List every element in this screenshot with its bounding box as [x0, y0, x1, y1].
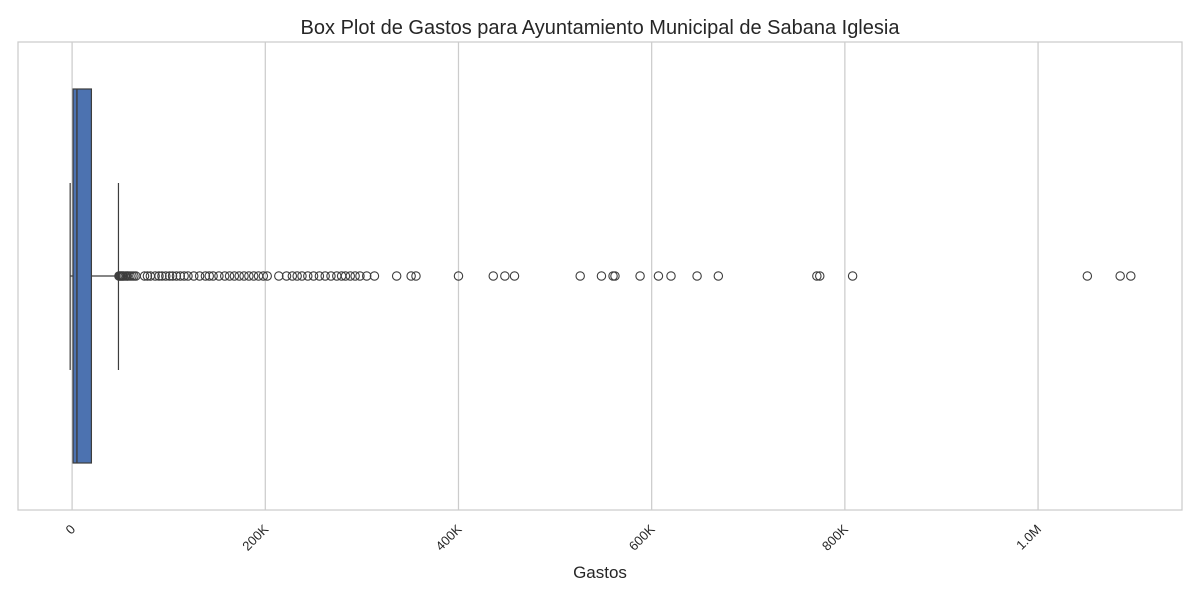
outlier-point — [1115, 271, 1125, 281]
outlier-point — [139, 271, 150, 281]
outlier-point — [194, 271, 205, 281]
outlier-point — [167, 271, 178, 281]
outlier-point — [345, 271, 356, 281]
outlier-point — [575, 271, 585, 281]
outlier-point — [713, 271, 724, 281]
outlier-point — [219, 271, 230, 281]
outlier-point — [815, 271, 825, 281]
x-tick-label: 400K — [433, 521, 465, 553]
outlier-point — [812, 271, 822, 281]
grid-lines — [71, 42, 1039, 510]
outlier-point — [596, 271, 607, 281]
outlier-point — [500, 271, 510, 281]
x-tick-label: 600K — [626, 521, 658, 553]
outlier-point — [281, 271, 292, 281]
outlier-point — [292, 271, 302, 281]
outlier-point — [171, 271, 182, 281]
outlier-point — [234, 271, 244, 281]
outlier-point — [189, 271, 199, 281]
x-tick-label: 800K — [819, 521, 851, 553]
outlier-point — [453, 271, 464, 281]
outlier-point — [200, 271, 211, 281]
outlier-point — [297, 271, 307, 281]
outlier-points — [114, 271, 1136, 281]
outlier-point — [653, 271, 664, 281]
outlier-point — [239, 271, 249, 281]
outlier-point — [248, 271, 259, 281]
outlier-point — [1082, 271, 1093, 281]
outlier-point — [369, 271, 380, 281]
outlier-point — [847, 271, 858, 281]
outlier-point — [224, 271, 235, 281]
outlier-point — [406, 271, 416, 281]
outlier-point — [509, 271, 520, 281]
outlier-point — [161, 271, 171, 281]
outlier-point — [154, 271, 164, 281]
outlier-point — [308, 271, 319, 281]
outlier-point — [214, 271, 224, 281]
outlier-point — [274, 271, 284, 281]
outlier-point — [635, 271, 645, 281]
outlier-point — [1126, 271, 1136, 281]
outlier-point — [326, 271, 336, 281]
outlier-point — [164, 271, 175, 281]
outlier-point — [179, 271, 189, 281]
outlier-point — [287, 271, 298, 281]
outlier-point — [244, 271, 254, 281]
iqr-box — [72, 88, 93, 464]
outlier-point — [142, 271, 153, 281]
outlier-point — [262, 271, 272, 281]
outlier-point — [350, 271, 360, 281]
outlier-point — [666, 271, 676, 281]
x-tick-label: 200K — [239, 521, 271, 553]
outlier-point — [411, 271, 421, 281]
x-tick-label: 0 — [62, 522, 78, 538]
outlier-point — [208, 271, 218, 281]
outlier-point — [183, 271, 193, 281]
outlier-point — [355, 271, 365, 281]
outlier-point — [204, 271, 215, 281]
chart-title: Box Plot de Gastos para Ayuntamiento Mun… — [301, 17, 901, 39]
x-tick-label: 1.0M — [1013, 522, 1044, 553]
outlier-point — [340, 271, 351, 281]
outlier-point — [488, 271, 499, 281]
outlier-point — [314, 271, 325, 281]
outlier-point — [361, 271, 372, 281]
outlier-point — [157, 271, 167, 281]
outlier-point — [303, 271, 313, 281]
outlier-point — [258, 271, 269, 281]
plot-area — [17, 41, 1183, 511]
outlier-point — [175, 271, 186, 281]
x-axis-label: Gastos — [573, 563, 627, 582]
x-axis-ticks: 0 200K 400K 600K 800K 1.0M — [62, 521, 1044, 553]
outlier-point — [391, 271, 402, 281]
outlier-point — [320, 271, 330, 281]
outlier-point — [150, 271, 160, 281]
outlier-point — [229, 271, 240, 281]
outlier-point — [692, 271, 702, 281]
outlier-point — [610, 271, 620, 281]
